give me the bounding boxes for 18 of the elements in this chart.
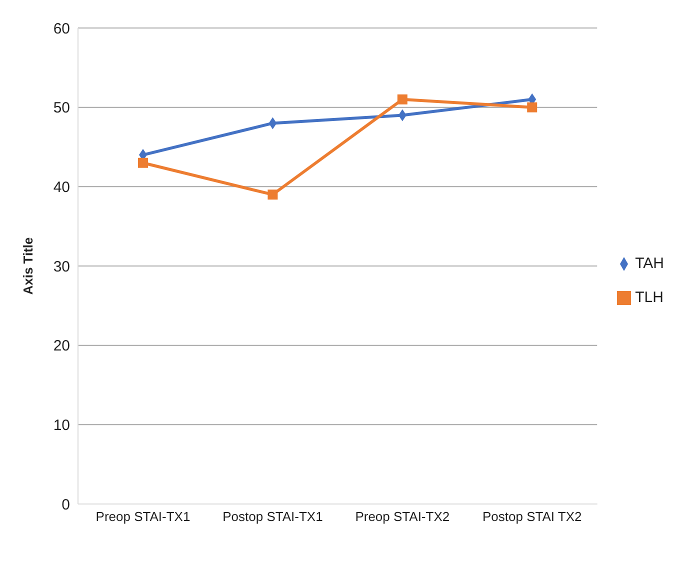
y-tick-label: 0 — [62, 496, 70, 514]
point — [527, 102, 538, 112]
point — [138, 158, 148, 168]
x-tick-label: Preop STAI-TX2 — [355, 509, 450, 524]
x-tick-label: Postop STAI-TX1 — [222, 509, 323, 524]
legend-label: TLH — [635, 289, 664, 306]
point — [397, 94, 408, 104]
legend-label: TAH — [635, 255, 664, 272]
x-tick-label: Preop STAI-TX1 — [96, 509, 190, 524]
y-tick-label: 40 — [53, 178, 70, 196]
point — [268, 190, 278, 200]
y-tick-label: 30 — [53, 258, 70, 276]
y-tick-label: 20 — [53, 338, 70, 355]
y-axis-title: Axis Title — [20, 237, 36, 295]
x-tick-label: Postop STAI TX2 — [482, 509, 582, 524]
y-tick-label: 50 — [53, 100, 70, 117]
y-tick-label: 60 — [53, 20, 70, 38]
y-tick-label: 10 — [53, 416, 70, 434]
